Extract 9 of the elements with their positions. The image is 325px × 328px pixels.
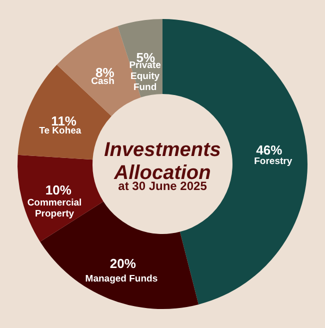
slice-label: Forestry [254, 156, 293, 168]
text: at 30 June 2025 [118, 179, 208, 193]
data-label: 46% [256, 142, 283, 158]
donut-slice [18, 154, 104, 242]
data-label: 20% [110, 256, 136, 271]
data-label: 10% [45, 182, 72, 198]
slice-label: Te Kohea [39, 126, 82, 137]
slice-label: Commercial Property [27, 198, 82, 220]
slice-label: Managed Funds [85, 274, 158, 285]
